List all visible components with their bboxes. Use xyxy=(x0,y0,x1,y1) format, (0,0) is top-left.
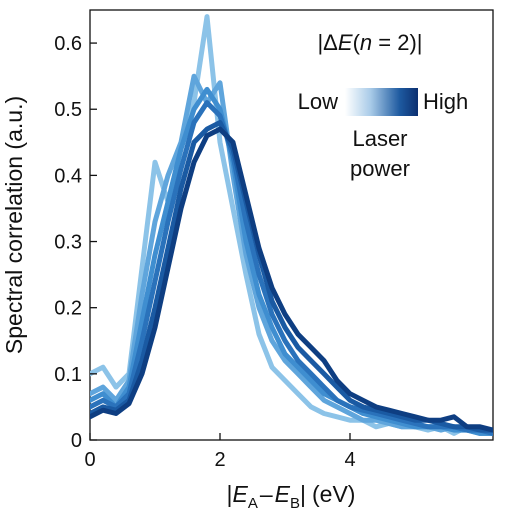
x-tick-label: 0 xyxy=(84,449,95,471)
y-tick-label: 0.4 xyxy=(54,165,82,187)
y-tick-label: 0.5 xyxy=(54,99,82,121)
legend-title: |ΔE(n = 2)| xyxy=(317,30,422,55)
y-tick-label: 0.6 xyxy=(54,33,82,55)
x-tick-label: 2 xyxy=(214,449,225,471)
y-axis-ticks: 0 0.1 0.2 0.3 0.4 0.5 0.6 xyxy=(54,33,97,452)
y-tick-label: 0.2 xyxy=(54,298,82,320)
laser-power-gradient-bar xyxy=(345,88,418,116)
x-tick-label: 4 xyxy=(344,449,355,471)
y-tick-label: 0.1 xyxy=(54,364,82,386)
series-line-6 xyxy=(90,126,493,433)
y-tick-label: 0 xyxy=(71,430,82,452)
series-line-2 xyxy=(90,73,493,436)
series-line-4 xyxy=(90,100,493,436)
series-line-1 xyxy=(90,14,493,436)
y-axis-label: Spectral correlation (a.u.) xyxy=(1,96,27,354)
legend: |ΔE(n = 2)| Low High Laser power xyxy=(298,30,469,181)
x-axis-label: |EA–EB| (eV) xyxy=(227,481,356,512)
x-axis-ticks: 0 2 4 xyxy=(84,433,356,471)
y-tick-label: 0.3 xyxy=(54,232,82,254)
plot-frame xyxy=(89,9,494,441)
legend-caption-laser: Laser xyxy=(352,126,407,151)
series-layer xyxy=(90,14,493,436)
legend-caption-power: power xyxy=(350,156,410,181)
legend-low-label: Low xyxy=(298,89,338,114)
legend-high-label: High xyxy=(423,89,468,114)
